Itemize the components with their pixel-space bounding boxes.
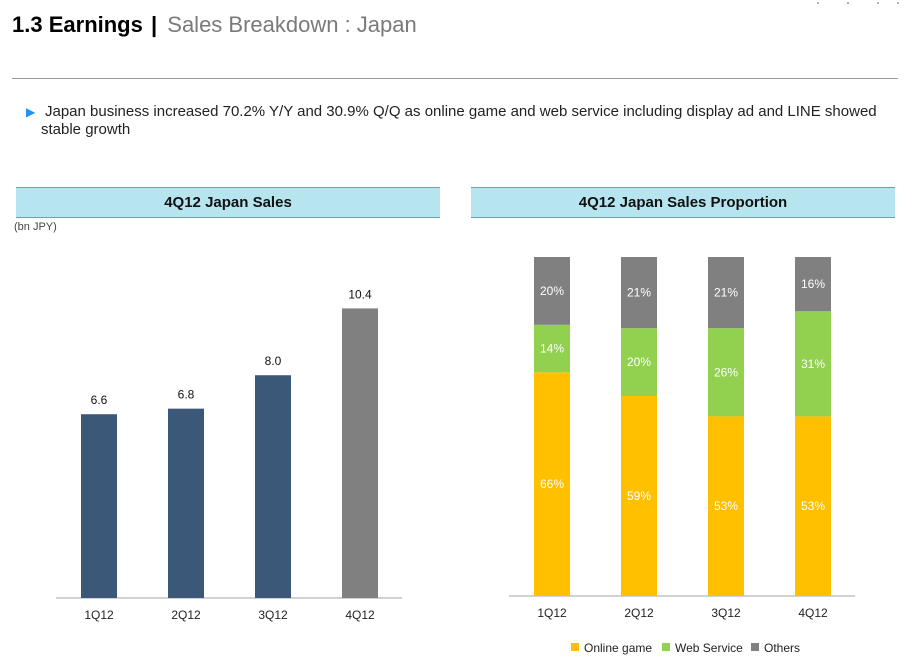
legend-swatch-others — [751, 643, 759, 651]
title-subtitle: Sales Breakdown : Japan — [167, 12, 417, 37]
proportion-value-label: 53% — [801, 499, 825, 513]
sales-value-label: 6.6 — [91, 393, 108, 407]
legend-label: Web Service — [675, 641, 743, 655]
proportion-segment-web-service — [621, 328, 657, 396]
proportion-segment-others — [708, 257, 744, 329]
legend-swatch-online-game — [571, 643, 579, 651]
proportion-segment-online-game — [621, 395, 657, 596]
section-number: 1.3 — [12, 12, 43, 37]
proportion-value-label: 53% — [714, 499, 738, 513]
page-title: 1.3 Earnings | Sales Breakdown : Japan — [12, 12, 417, 38]
sales-x-tick-label: 2Q12 — [171, 608, 201, 622]
proportion-value-label: 66% — [540, 477, 564, 491]
proportion-value-label: 21% — [627, 286, 651, 300]
proportion-value-label: 16% — [801, 277, 825, 291]
proportion-segment-others — [795, 257, 831, 312]
proportion-segment-online-game — [795, 416, 831, 596]
proportion-chart-header: 4Q12 Japan Sales Proportion — [471, 187, 895, 218]
sales-bar-2Q12 — [168, 408, 204, 598]
proportion-value-label: 20% — [540, 284, 564, 298]
proportion-value-label: 59% — [627, 489, 651, 503]
summary-bullet: ▶ Japan business increased 70.2% Y/Y and… — [26, 103, 896, 139]
sales-value-label: 10.4 — [348, 287, 372, 301]
legend-swatch-web-service — [662, 643, 670, 651]
proportion-x-tick-label: 1Q12 — [537, 606, 567, 620]
sales-x-tick-label: 4Q12 — [345, 608, 375, 622]
proportion-segment-web-service — [708, 328, 744, 417]
proportion-value-label: 20% — [627, 355, 651, 369]
proportion-segment-others — [534, 257, 570, 325]
proportion-value-label: 26% — [714, 365, 738, 379]
unit-label: (bn JPY) — [14, 221, 57, 233]
sales-x-tick-label: 1Q12 — [84, 608, 114, 622]
proportion-x-tick-label: 3Q12 — [711, 606, 741, 620]
legend-label: Others — [764, 641, 800, 655]
summary-text: Japan business increased 70.2% Y/Y and 3… — [41, 103, 877, 138]
proportion-x-tick-label: 4Q12 — [798, 606, 828, 620]
proportion-segment-online-game — [708, 416, 744, 596]
title-main: Earnings — [48, 12, 143, 37]
sales-bar-4Q12 — [342, 308, 378, 598]
proportion-value-label: 31% — [801, 357, 825, 371]
sales-value-label: 8.0 — [265, 354, 282, 368]
sales-bar-3Q12 — [255, 375, 291, 598]
proportion-value-label: 21% — [714, 286, 738, 300]
title-separator: | — [150, 12, 158, 37]
proportion-segment-web-service — [534, 324, 570, 373]
proportion-segment-others — [621, 257, 657, 329]
sales-x-tick-label: 3Q12 — [258, 608, 288, 622]
proportion-value-label: 14% — [540, 342, 564, 356]
sales-value-label: 6.8 — [178, 388, 195, 402]
title-rule — [12, 78, 898, 79]
sales-bar-1Q12 — [81, 414, 117, 598]
footer-dots — [817, 2, 899, 4]
legend-label: Online game — [584, 641, 652, 655]
proportion-x-tick-label: 2Q12 — [624, 606, 654, 620]
proportion-segment-online-game — [534, 372, 570, 596]
sales-chart-header: 4Q12 Japan Sales — [16, 187, 440, 218]
proportion-segment-web-service — [795, 311, 831, 417]
triangle-right-icon: ▶ — [26, 105, 36, 119]
